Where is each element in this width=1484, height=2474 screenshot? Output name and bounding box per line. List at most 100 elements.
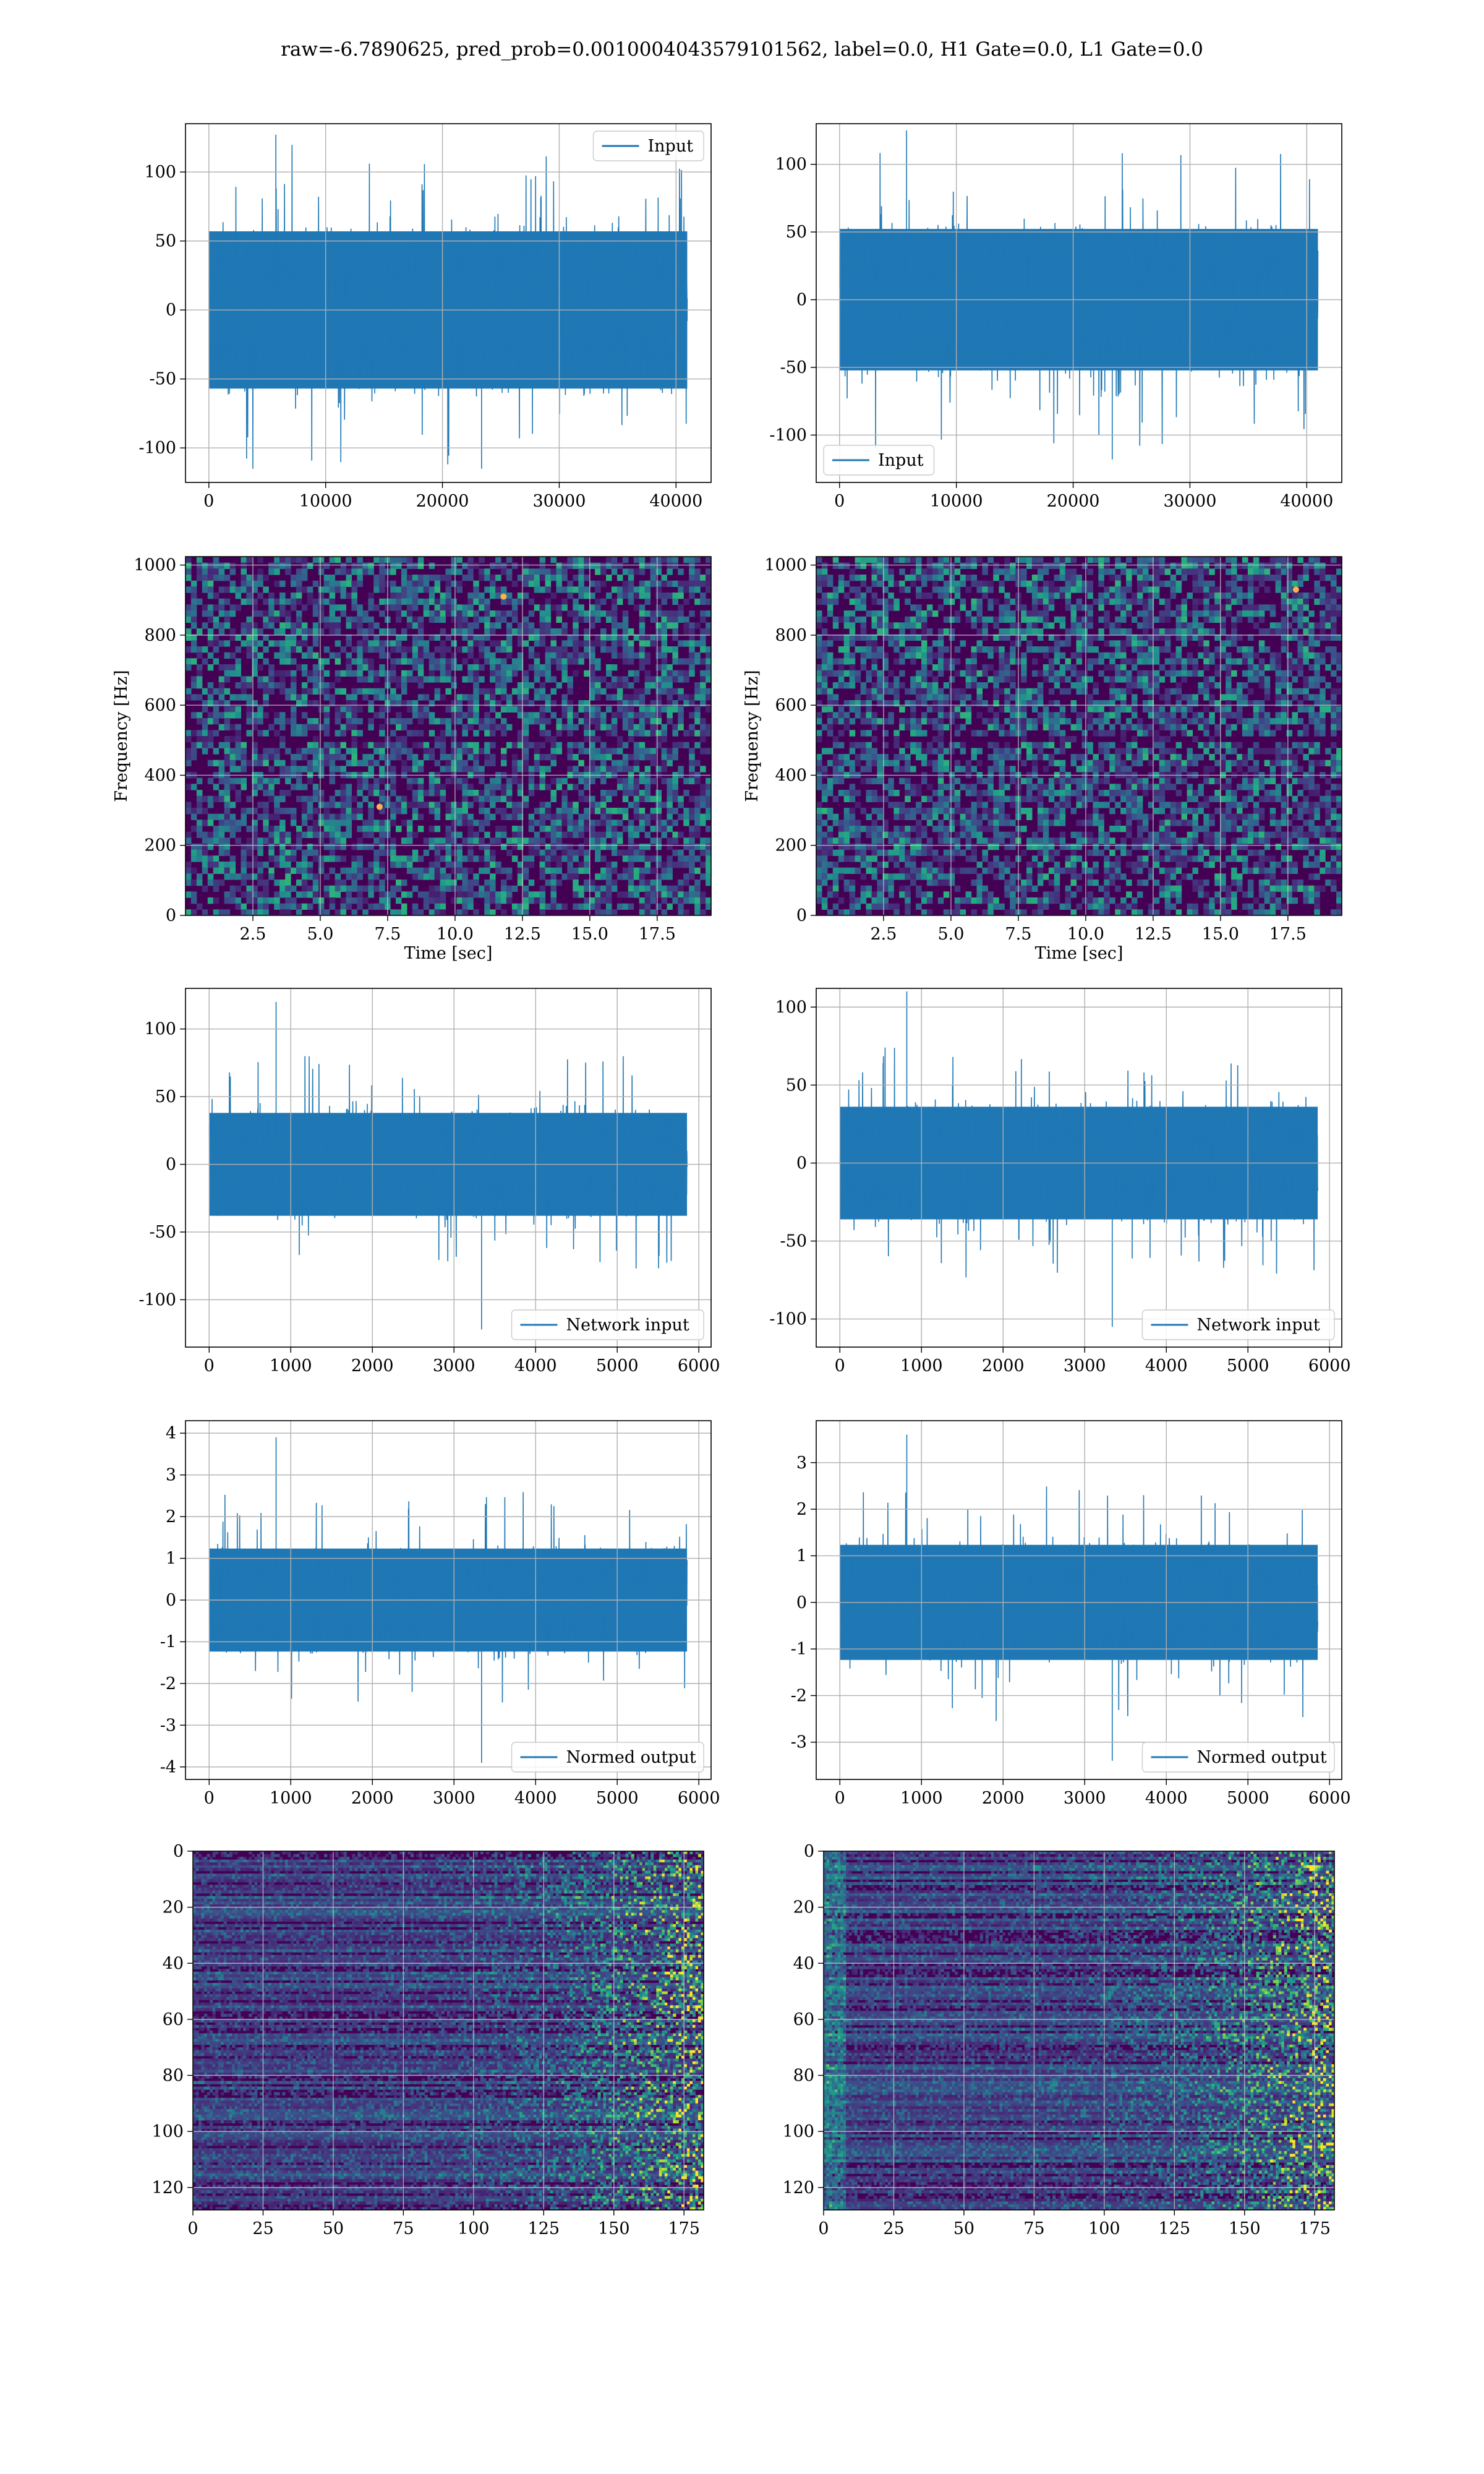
h1-spectrogram-xlabel: Time [sec] (404, 944, 493, 963)
l1-normed-output-plot-area (816, 1421, 1342, 1779)
h1-network-input-legend-label: Network input (566, 1316, 689, 1335)
h1-spectrogram-cells (186, 557, 711, 915)
h1-feature-map-xtick-label: 175 (668, 2219, 700, 2238)
h1-normed-output-ytick-label: -1 (160, 1632, 176, 1651)
l1-feature-map-ytick-label: 40 (793, 1954, 814, 1973)
h1-spectrogram-ytick-label: 1000 (134, 556, 176, 575)
l1-normed-output-xtick-label: 4000 (1145, 1789, 1188, 1808)
l1-spectrogram-xtick-label: 12.5 (1135, 925, 1172, 944)
l1-spectrogram-cells (816, 557, 1342, 915)
h1-normed-output-ytick-label: 1 (166, 1549, 176, 1569)
h1-feature-map-xtick-label: 50 (323, 2219, 344, 2238)
h1-network-input-plot-area (186, 988, 711, 1347)
l1-normed-output-ytick-label: 3 (796, 1453, 807, 1473)
h1-input-ytick-label: 0 (166, 301, 176, 320)
l1-spectrogram-ytick-label: 600 (775, 696, 807, 715)
l1-spectrogram-ytick-label: 400 (775, 766, 807, 785)
h1-input-xtick-label: 20000 (416, 492, 469, 511)
h1-feature-map-xtick-label: 75 (393, 2219, 414, 2238)
h1-spectrogram-ytick-label: 0 (166, 906, 176, 925)
l1-feature-map-xtick-label: 100 (1088, 2219, 1120, 2238)
l1-feature-map-ytick-label: 0 (804, 1842, 814, 1861)
l1-feature-map-ytick-label: 120 (782, 2178, 814, 2198)
l1-network-input-xtick-label: 4000 (1145, 1356, 1188, 1376)
l1-network-input-series-line (839, 991, 1318, 1327)
l1-spectrogram-xtick-label: 2.5 (870, 925, 897, 944)
h1-feature-map-xtick-label: 150 (598, 2219, 630, 2238)
l1-input-xtick-label: 40000 (1280, 492, 1333, 511)
h1-normed-output-xtick-label: 1000 (270, 1789, 312, 1808)
l1-normed-output-ytick-label: -3 (791, 1733, 807, 1752)
h1-network-input-series-line (208, 1001, 688, 1330)
l1-normed-output-xtick-label: 5000 (1227, 1789, 1269, 1808)
l1-normed-output-legend: Normed output (1141, 1742, 1335, 1773)
l1-normed-output-ytick-label: -2 (791, 1686, 807, 1705)
l1-normed-output-xtick-label: 6000 (1308, 1789, 1351, 1808)
h1-spectrogram-xtick-label: 15.0 (571, 925, 608, 944)
h1-network-input-ytick-label: 100 (144, 1020, 176, 1039)
h1-feature-map-ytick-label: 100 (151, 2122, 184, 2141)
l1-network-input-frame (816, 988, 1342, 1348)
l1-input-frame (816, 123, 1342, 483)
l1-input-axes: 0 10000 20000 30000 40000 -100 -50 0 50 100 Input (769, 123, 1342, 511)
h1-spectrogram-xtick-label: 2.5 (239, 925, 266, 944)
l1-spectrogram-axes: 2.5 5.0 7.5 10.0 12.5 15.0 17.5 0 200 400 600 800 10… (743, 556, 1342, 963)
h1-input-xtick-label: 30000 (532, 492, 586, 511)
l1-normed-output-legend-label: Normed output (1197, 1748, 1327, 1767)
l1-feature-map-axes: 0 25 50 75 100 125 150 175 0 20 40 60 80 100 120 (782, 1842, 1335, 2238)
h1-normed-output-plot-area (186, 1421, 711, 1779)
h1-normed-output-ytick-label: -4 (160, 1758, 176, 1777)
h1-normed-output-xtick-label: 4000 (514, 1789, 557, 1808)
l1-input-legend-label: Input (878, 451, 924, 470)
h1-spectrogram-axes: 2.5 5.0 7.5 10.0 12.5 15.0 17.5 0 200 400 600 800 10… (112, 556, 712, 963)
l1-spectrogram-xtick-label: 7.5 (1005, 925, 1031, 944)
l1-input-series-line (839, 130, 1319, 460)
l1-feature-map-ytick-label: 20 (793, 1898, 814, 1917)
h1-network-input-ytick-label: 50 (155, 1087, 176, 1106)
h1-network-input-xtick-label: 4000 (514, 1356, 557, 1376)
h1-input-legend: Input (592, 131, 704, 161)
h1-input-legend-box (592, 131, 704, 161)
l1-feature-map-xtick-label: 75 (1023, 2219, 1044, 2238)
l1-spectrogram-frame (816, 556, 1342, 916)
h1-input-axes: 0 10000 20000 30000 40000 -100 -50 0 50 100 Input (139, 123, 712, 511)
h1-network-input-ytick-label: -50 (150, 1223, 176, 1242)
h1-network-input-ytick-label: 0 (166, 1155, 176, 1175)
h1-spectrogram-ytick-label: 400 (144, 766, 176, 785)
h1-feature-map-xtick-label: 100 (458, 2219, 490, 2238)
l1-feature-map-xtick-label: 0 (818, 2219, 829, 2238)
h1-spectrogram-xtick-label: 5.0 (307, 925, 333, 944)
h1-feature-map-ytick-label: 120 (151, 2178, 184, 2198)
h1-network-input-frame (185, 988, 712, 1348)
l1-network-input-xtick-label: 1000 (900, 1356, 943, 1376)
h1-normed-output-legend-label: Normed output (566, 1748, 696, 1767)
l1-network-input-plot-area (816, 988, 1342, 1347)
l1-network-input-legend-label: Network input (1197, 1316, 1320, 1335)
l1-feature-map-xtick-label: 50 (953, 2219, 974, 2238)
h1-input-ytick-label: 50 (155, 232, 176, 251)
h1-input-frame (185, 123, 712, 483)
h1-network-input-xtick-label: 3000 (433, 1356, 475, 1376)
l1-input-xtick-label: 20000 (1047, 492, 1100, 511)
l1-spectrogram-ylabel: Frequency [Hz] (743, 670, 762, 802)
l1-spectrogram-xtick-label: 5.0 (937, 925, 964, 944)
l1-feature-map-cells (824, 1851, 1334, 2210)
l1-spectrogram-plot-area (816, 557, 1342, 915)
h1-input-legend-label: Input (648, 137, 694, 156)
l1-network-input-ytick-label: 100 (775, 998, 807, 1017)
h1-spectrogram-xtick-label: 7.5 (374, 925, 401, 944)
l1-normed-output-xtick-label: 0 (835, 1789, 845, 1808)
l1-network-input-ytick-label: 0 (796, 1154, 807, 1173)
l1-input-xtick-label: 0 (834, 492, 845, 511)
l1-normed-output-xtick-label: 2000 (982, 1789, 1025, 1808)
h1-input-series-line (208, 134, 688, 469)
l1-normed-output-xtick-label: 1000 (900, 1789, 943, 1808)
l1-input-ytick-label: 0 (796, 291, 807, 310)
l1-input-xtick-label: 30000 (1163, 492, 1216, 511)
l1-network-input-ytick-label: -100 (769, 1310, 807, 1329)
l1-input-ytick-label: -50 (780, 358, 807, 377)
l1-normed-output-series-line (839, 1434, 1318, 1761)
h1-input-ytick-label: 100 (144, 163, 176, 182)
h1-spectrogram-ytick-label: 200 (144, 836, 176, 855)
